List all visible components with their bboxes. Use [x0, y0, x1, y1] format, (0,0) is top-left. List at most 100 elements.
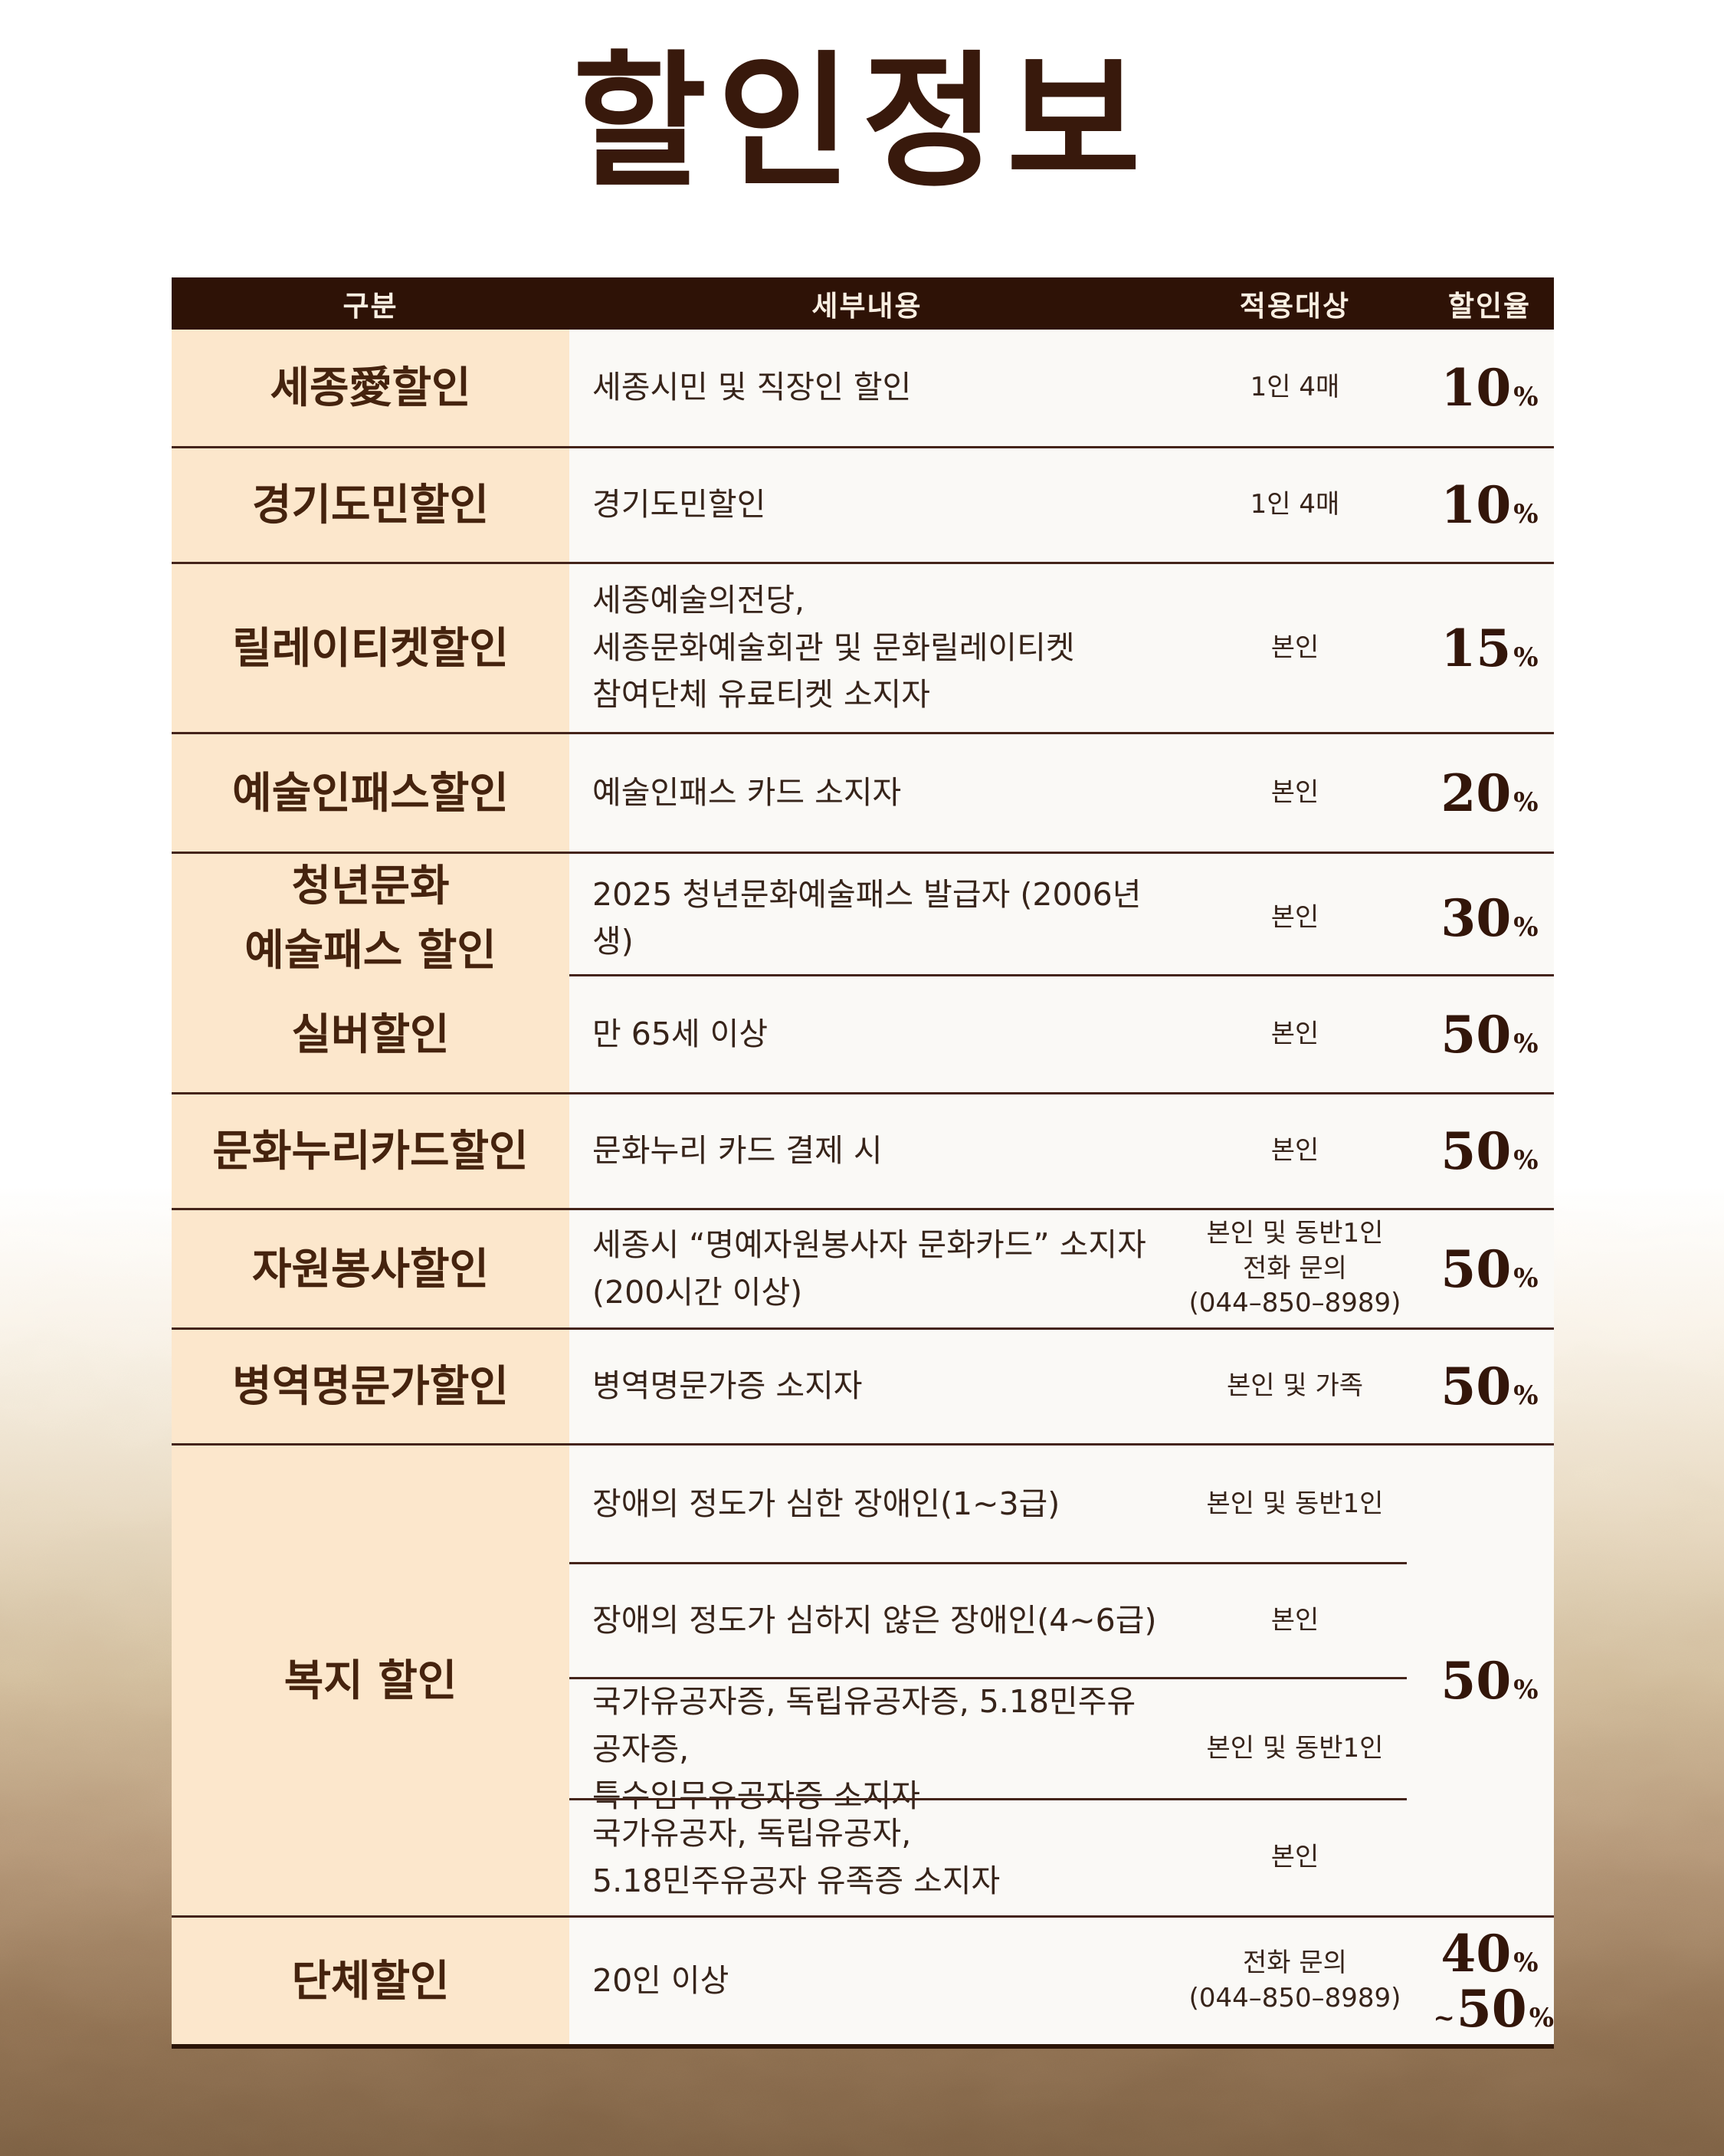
table-row-munhwa-nuri-card: 문화누리카드할인 문화누리 카드 결제 시 본인 50%: [172, 1092, 1554, 1208]
subrow-details: 장애의 정도가 심하지 않은 장애인(4~6급): [592, 1602, 1157, 1639]
table-row-volunteer: 자원봉사할인 세종시 “명예자원봉사자 문화카드” 소지자 (200시간 이상)…: [172, 1208, 1554, 1327]
row-rate: 50%: [1425, 1210, 1554, 1327]
table-header-row: 구분 세부내용 적용대상 할인율: [172, 277, 1554, 330]
row-rate: 15%: [1425, 564, 1554, 732]
row-category: 문화누리카드할인: [172, 1094, 569, 1208]
row-target: 본인 및 동반1인 전화 문의 (044–850–8989): [1188, 1217, 1401, 1319]
welfare-subrows: 장애의 정도가 심한 장애인(1~3급) 본인 및 동반1인 장애의 정도가 심…: [569, 1446, 1425, 1915]
rate-value: 40: [1440, 1923, 1512, 1984]
subrow-target: 본인 및 동반1인: [1206, 1488, 1384, 1520]
row-category: 경기도민할인: [172, 448, 569, 562]
rate-unit: %: [1513, 912, 1539, 943]
rate-tilde: ~: [1433, 2002, 1455, 2033]
subrow-details: 장애의 정도가 심한 장애인(1~3급): [592, 1485, 1060, 1523]
table-row-youth-culture-pass: 청년문화 예술패스 할인 2025 청년문화예술패스 발급자 (2006년생) …: [172, 852, 1554, 983]
discount-table: 구분 세부내용 적용대상 할인율 세종愛할인 세종시민 및 직장인 할인 1인 …: [172, 277, 1554, 2049]
header-category: 구분: [343, 290, 398, 323]
row-details: 경기도민할인: [592, 486, 766, 523]
header-target: 적용대상: [1239, 290, 1351, 323]
row-target: 1인 4매: [1250, 489, 1340, 520]
row-rate: 10%: [1425, 448, 1554, 562]
subrow-details: 국가유공자, 독립유공자, 5.18민주유공자 유족증 소지자: [592, 1815, 1001, 1899]
rate-value: 10: [1440, 358, 1512, 418]
row-target: 본인: [1270, 1135, 1319, 1167]
row-category: 자원봉사할인: [172, 1210, 569, 1327]
table-row-artist-pass: 예술인패스할인 예술인패스 카드 소지자 본인 20%: [172, 732, 1554, 852]
rate-unit: %: [1513, 1674, 1539, 1705]
rate-unit: %: [1529, 2002, 1554, 2033]
rate-value: 50: [1440, 1239, 1512, 1299]
table-row-group-discount: 단체할인 20인 이상 전화 문의 (044–850–8989) 40% ~50…: [172, 1915, 1554, 2049]
page-title: 할인정보: [572, 36, 1152, 207]
welfare-subrow-merit-card-holder: 국가유공자증, 독립유공자증, 5.18민주유공자증, 특수임무유공자증 소지자…: [569, 1677, 1425, 1814]
row-rate: 30%: [1425, 854, 1554, 983]
rate-value: 20: [1440, 763, 1512, 823]
rate-value: 30: [1440, 888, 1512, 948]
table-row-gyeonggi: 경기도민할인 경기도민할인 1인 4매 10%: [172, 446, 1554, 562]
row-category: 청년문화 예술패스 할인: [172, 854, 569, 983]
rate-range-bottom: ~50%: [1433, 1984, 1554, 2034]
header-rate: 할인율: [1447, 290, 1532, 323]
row-details: 세종시민 및 직장인 할인: [592, 369, 912, 406]
row-details: 예술인패스 카드 소지자: [592, 773, 902, 811]
row-details: 세종시 “명예자원봉사자 문화카드” 소지자 (200시간 이상): [592, 1226, 1146, 1311]
row-target: 전화 문의 (044–850–8989): [1188, 1947, 1401, 2013]
row-details: 세종예술의전당, 세종문화예술회관 및 문화릴레이티켓 참여단체 유료티켓 소지…: [592, 582, 1075, 714]
row-details: 만 65세 이상: [592, 1015, 769, 1052]
rate-value: 50: [1456, 1978, 1527, 2039]
rate-value: 50: [1440, 1121, 1512, 1181]
row-details: 병역명문가증 소지자: [592, 1367, 863, 1405]
rate-value: 10: [1440, 475, 1512, 535]
rate-unit: %: [1513, 642, 1539, 673]
row-rate: 20%: [1425, 734, 1554, 852]
rate-range-top: 40%: [1440, 1928, 1538, 1979]
row-category: 예술인패스할인: [172, 734, 569, 852]
row-details: 2025 청년문화예술패스 발급자 (2006년생): [592, 875, 1142, 960]
row-category: 병역명문가할인: [172, 1330, 569, 1443]
rate-unit: %: [1513, 1947, 1539, 1978]
rate-value: 50: [1440, 1650, 1512, 1711]
welfare-subrow-mild-disability: 장애의 정도가 심하지 않은 장애인(4~6급) 본인: [569, 1562, 1425, 1679]
subrow-target: 본인: [1270, 1605, 1319, 1636]
row-target: 본인: [1270, 776, 1319, 808]
row-rate: 50%: [1425, 1094, 1554, 1208]
rate-unit: %: [1513, 499, 1539, 530]
table-row-military-family: 병역명문가할인 병역명문가증 소지자 본인 및 가족 50%: [172, 1327, 1554, 1443]
row-rate: 50%: [1425, 1446, 1554, 1915]
rate-unit: %: [1513, 1028, 1539, 1059]
row-category: 실버할인: [172, 976, 569, 1092]
rate-value: 50: [1440, 1357, 1512, 1416]
table-row-silver: 실버할인 만 65세 이상 본인 50%: [172, 974, 1554, 1092]
rate-unit: %: [1513, 382, 1539, 412]
rate-value: 50: [1440, 1004, 1512, 1065]
table-row-welfare-group: 복지 할인 장애의 정도가 심한 장애인(1~3급) 본인 및 동반1인 장애의…: [172, 1443, 1554, 1915]
subrow-target: 본인: [1270, 1841, 1319, 1872]
row-details: 문화누리 카드 결제 시: [592, 1132, 883, 1170]
row-target: 본인: [1270, 902, 1319, 934]
rate-value: 15: [1440, 618, 1512, 678]
row-category: 복지 할인: [172, 1446, 569, 1915]
subrow-target: 본인 및 동반1인: [1206, 1733, 1384, 1764]
rate-unit: %: [1513, 1380, 1539, 1411]
row-category: 세종愛할인: [172, 330, 569, 446]
row-category: 단체할인: [172, 1918, 569, 2044]
row-category: 릴레이티켓할인: [172, 564, 569, 732]
rate-unit: %: [1513, 1262, 1539, 1294]
row-details: 20인 이상: [592, 1961, 729, 1999]
subrow-details: 국가유공자증, 독립유공자증, 5.18민주유공자증, 특수임무유공자증 소지자: [592, 1683, 1136, 1814]
row-rate-range: 40% ~50%: [1425, 1918, 1554, 2044]
rate-unit: %: [1513, 1145, 1539, 1176]
row-target: 본인 및 가족: [1226, 1370, 1363, 1402]
row-rate: 50%: [1425, 1330, 1554, 1443]
header-details: 세부내용: [811, 290, 923, 323]
welfare-subrow-severe-disability: 장애의 정도가 심한 장애인(1~3급) 본인 및 동반1인: [569, 1446, 1425, 1564]
row-rate: 10%: [1425, 330, 1554, 446]
table-row-sejong-love: 세종愛할인 세종시민 및 직장인 할인 1인 4매 10%: [172, 330, 1554, 446]
row-rate: 50%: [1425, 976, 1554, 1092]
row-target: 1인 4매: [1250, 372, 1340, 403]
rate-unit: %: [1513, 786, 1539, 818]
row-target: 본인: [1270, 632, 1319, 663]
table-row-relay-ticket: 릴레이티켓할인 세종예술의전당, 세종문화예술회관 및 문화릴레이티켓 참여단체…: [172, 562, 1554, 732]
welfare-subrow-bereaved-family: 국가유공자, 독립유공자, 5.18민주유공자 유족증 소지자 본인: [569, 1798, 1425, 1915]
